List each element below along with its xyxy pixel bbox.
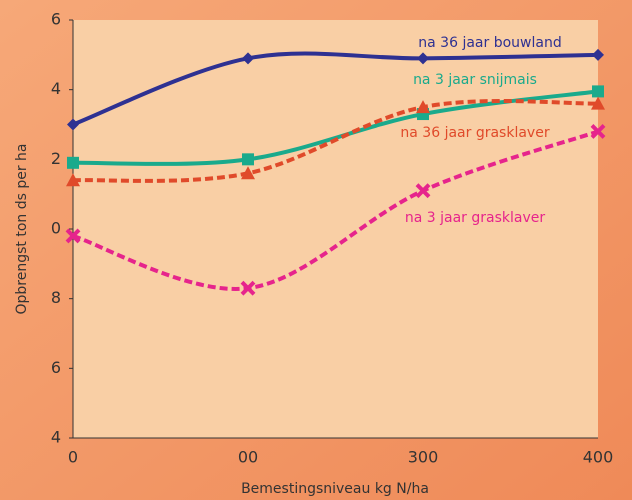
marker [592,48,604,61]
series-label: na 36 jaar bouwland [418,35,561,51]
y-axis-title: Opbrengst ton ds per ha [14,143,30,314]
x-tick-label: 300 [408,448,439,467]
y-tick-label: 4 [51,428,61,447]
y-tick-label: 4 [51,79,61,98]
marker [67,156,79,169]
x-tick-label: 0 [68,448,78,467]
plot-area [73,20,598,438]
y-tick-label: 6 [51,358,61,377]
series-line [72,51,599,127]
series-line [72,99,599,183]
marker [592,85,604,98]
series-label: na 3 jaar grasklaver [405,210,546,226]
x-tick-label: 400 [583,448,614,467]
marker [67,118,79,131]
x-axis-title: Bemestingsniveau kg N/ha [241,481,429,497]
marker [591,96,605,110]
marker [242,153,254,166]
y-tick-label: 6 [51,10,61,29]
marker [242,52,254,65]
y-tick-label: 0 [51,219,61,238]
series-label: na 36 jaar grasklaver [400,125,549,141]
marker [66,173,80,187]
marker [415,183,431,199]
y-tick-label: 8 [51,288,61,307]
marker [241,166,255,180]
series-line [72,129,599,291]
series-label: na 3 jaar snijmais [413,72,537,88]
marker [416,100,430,114]
marker [240,280,256,296]
marker [590,124,606,139]
x-tick-label: 00 [238,448,258,467]
marker [65,228,81,244]
y-tick-label: 2 [51,149,61,168]
marker [417,52,429,65]
